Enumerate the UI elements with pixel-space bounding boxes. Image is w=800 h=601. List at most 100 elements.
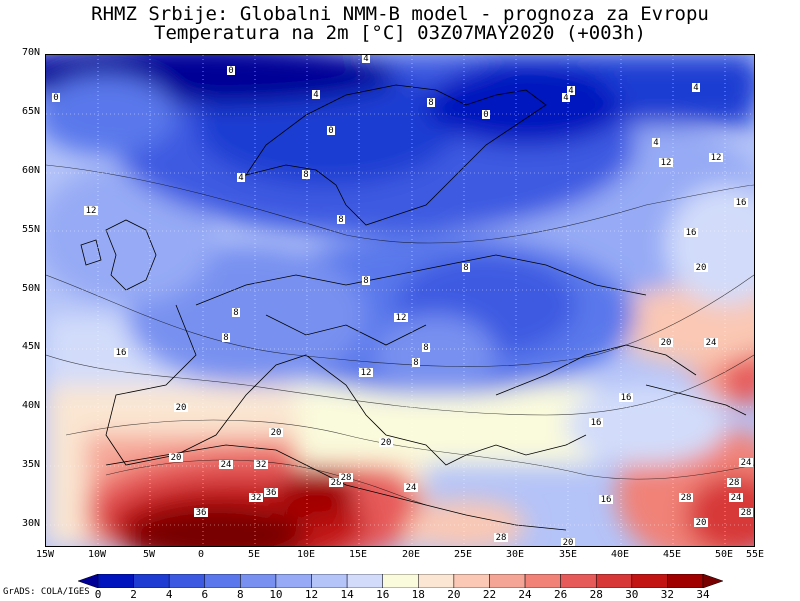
contour-label: 28 <box>729 478 740 488</box>
contour-label-bg <box>694 263 708 272</box>
lon-tick: 55E <box>745 549 765 560</box>
border-lines <box>195 254 647 306</box>
colorbar-swatch <box>489 574 526 588</box>
contour-label-bg <box>694 518 708 527</box>
turkey-coast <box>645 384 747 416</box>
map-title: RHMZ Srbije: Globalni NMM-B model - prog… <box>91 3 709 25</box>
lat-tick: 65N <box>21 106 40 117</box>
contour-label-bg <box>114 348 128 357</box>
lon-tick: 0 <box>197 549 205 560</box>
contour-label-bg <box>254 460 268 469</box>
contour-label: 20 <box>661 338 672 348</box>
colorbar-label: 26 <box>554 588 568 601</box>
contour-label: 20 <box>381 438 392 448</box>
contour-label-bg <box>404 483 418 492</box>
contour-label-bg <box>567 86 575 95</box>
contour-label: 28 <box>331 478 342 488</box>
contour-label-bg <box>427 98 435 107</box>
colorbar-label: 28 <box>589 588 603 601</box>
contour-label: 32 <box>256 460 267 470</box>
contour-label: 24 <box>731 493 742 503</box>
colorbar-swatch <box>168 574 206 588</box>
contour-label-bg <box>329 478 343 487</box>
contour-label: 24 <box>221 460 232 470</box>
lon-tick: 15E <box>348 549 368 560</box>
contour-label: 8 <box>223 333 228 343</box>
colorbar-swatch <box>595 574 633 588</box>
contour-label: 20 <box>696 263 707 273</box>
contour-label: 28 <box>341 473 352 483</box>
contour-label-bg <box>222 333 230 342</box>
contour-label: 16 <box>591 418 602 428</box>
contour-label: 12 <box>86 206 97 216</box>
contour-label-bg <box>739 458 753 467</box>
contour-label: 4 <box>313 90 318 100</box>
lon-tick: 10E <box>296 549 316 560</box>
contour-label-bg <box>227 66 235 75</box>
colorbar-label: 32 <box>660 588 675 601</box>
colorbar-label: 30 <box>625 588 639 601</box>
contour-label: 36 <box>266 488 277 498</box>
contour-label: 28 <box>496 533 507 543</box>
colorbar-swatch <box>78 574 99 588</box>
contour-label: 32 <box>251 493 262 503</box>
contour-label: 0 <box>328 126 333 136</box>
contour-label-bg <box>562 93 570 102</box>
grads-credit: GrADS: COLA/IGES <box>3 587 90 597</box>
contour-label: 12 <box>661 158 672 168</box>
contour-label: 28 <box>741 508 752 518</box>
contour-label-bg <box>729 493 743 502</box>
contour-label: 36 <box>196 508 207 518</box>
lon-tick: 50E <box>714 549 734 560</box>
lon-tick: 5E <box>247 549 261 560</box>
contour-label-bg <box>394 313 408 322</box>
colorbar-label: 12 <box>304 588 319 601</box>
contour-label-bg <box>739 508 753 517</box>
lat-tick: 55N <box>21 224 40 235</box>
colorbar-label: 4 <box>165 588 173 601</box>
contour-label-bg <box>219 460 233 469</box>
contour-label-bg <box>561 538 575 546</box>
contour-label-bg <box>52 93 60 102</box>
lon-tick: 30E <box>505 549 525 560</box>
contour-label-bg <box>709 153 723 162</box>
colorbar-label: 8 <box>237 588 244 601</box>
colorbar-swatch <box>204 574 241 588</box>
contour-label: 16 <box>686 228 697 238</box>
lat-tick: 30N <box>21 518 40 529</box>
contour-label-bg <box>679 493 693 502</box>
colorbar-swatch <box>311 574 348 588</box>
contour-label: 12 <box>361 368 372 378</box>
colorbar-label: 24 <box>518 588 532 601</box>
colorbar-swatch <box>667 574 704 588</box>
lon-tick: 25E <box>453 549 473 560</box>
lon-tick: 35E <box>558 549 578 560</box>
colorbar-swatch <box>133 574 170 588</box>
black-sea-coast <box>495 344 697 396</box>
colorbar-swatch <box>346 574 383 588</box>
colorbar-swatch <box>631 574 668 588</box>
contour-label: 0 <box>53 93 58 103</box>
coastlines <box>80 84 747 531</box>
contour-label: 4 <box>238 173 243 183</box>
lon-tick: 40E <box>610 549 630 560</box>
contour-label: 24 <box>406 483 417 493</box>
lon-tick: 20E <box>401 549 421 560</box>
contour-label-bg <box>379 438 393 447</box>
colorbar-swatch <box>702 574 723 588</box>
contour-label: 4 <box>563 93 568 103</box>
colorbar-label: 6 <box>201 588 209 601</box>
contour-label-bg <box>482 110 490 119</box>
contour-label: 8 <box>428 98 433 108</box>
contour-label-bg <box>589 418 603 427</box>
contour-label: 8 <box>463 263 468 273</box>
temperature-map: 0 4 0 4 8 4 0 4 4 4 0 4 8 12 8 12 12 16 16 20 8 8 8 8 8 12 8 12 16 20… <box>45 54 755 547</box>
colorbar-swatch <box>418 574 455 588</box>
contour-label-bg <box>422 343 430 352</box>
contour-label-bg <box>312 90 320 99</box>
britain-coast <box>105 219 157 291</box>
contour-label-bg <box>237 173 245 182</box>
contour-label: 8 <box>363 276 368 286</box>
lat-tick: 45N <box>21 341 40 352</box>
colorbar-label: 14 <box>340 588 354 601</box>
